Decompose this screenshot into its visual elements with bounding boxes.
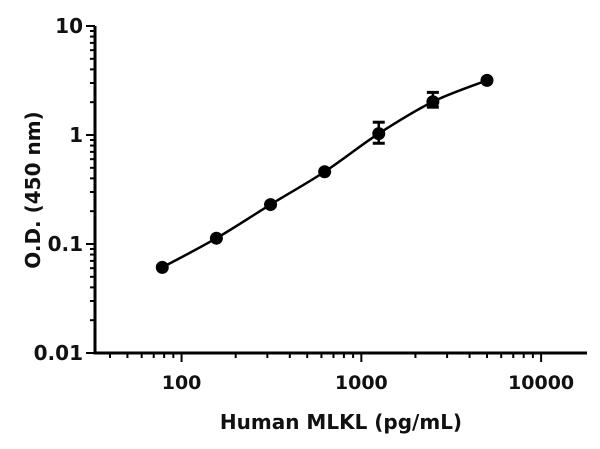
data-point — [372, 127, 386, 141]
y-axis-label: O.D. (450 nm) — [21, 111, 45, 268]
data-point — [264, 198, 278, 212]
data-point — [155, 260, 169, 274]
y-tick-label: 10 — [55, 14, 83, 38]
y-tick-label: 0.1 — [48, 232, 83, 256]
data-point — [318, 165, 332, 179]
x-tick-label: 100 — [162, 372, 202, 394]
y-tick-label: 1 — [69, 123, 83, 147]
x-axis-label: Human MLKL (pg/mL) — [220, 410, 462, 434]
x-tick-label: 10000 — [508, 372, 574, 394]
data-point — [480, 73, 494, 87]
data-point — [426, 95, 440, 109]
data-point — [209, 231, 223, 245]
x-tick-label: 1000 — [335, 372, 388, 394]
y-tick-label: 0.01 — [34, 341, 83, 365]
